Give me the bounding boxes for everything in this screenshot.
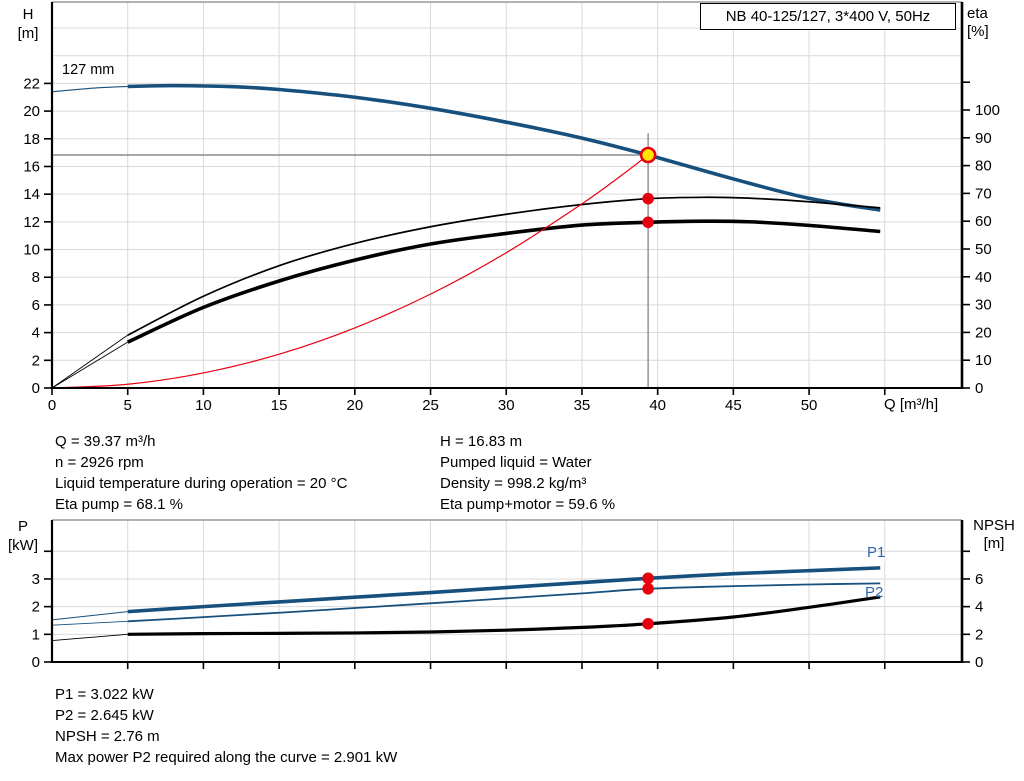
duty-eta-pump-text: Eta pump = 68.1 % — [55, 496, 183, 513]
npsh-axis-label: NPSH [m] — [964, 517, 1024, 553]
tick-label: 70 — [975, 185, 992, 202]
q-axis-label: Q [m³/h] — [884, 396, 939, 413]
tick-label: 2 — [975, 626, 983, 643]
p-axis-label-line1: P — [17, 518, 28, 535]
tick-label: 12 — [23, 214, 40, 231]
p-axis-label: P [kW] — [0, 517, 46, 555]
tick-label: 30 — [975, 297, 992, 314]
curve-system-curve — [51, 154, 649, 389]
tick-label: 35 — [574, 397, 591, 414]
tick-label: 15 — [271, 397, 288, 414]
curve-eta-pump-motor-lead — [51, 341, 128, 389]
curve-head-127mm — [127, 83, 881, 212]
p1-point — [642, 572, 654, 585]
npsh-axis-label-line2: [m] — [983, 535, 1005, 552]
tick-label: 25 — [422, 397, 439, 414]
p1-value-text: P1 = 3.022 kW — [55, 686, 154, 703]
duty-point — [639, 146, 657, 164]
tick-label: 0 — [32, 654, 40, 671]
power-info-block: P1 = 3.022 kW P2 = 2.645 kW NPSH = 2.76 … — [55, 684, 397, 768]
h-axis-label-line2: [m] — [17, 25, 39, 42]
tick-label: 40 — [649, 397, 666, 414]
tick-label: 5 — [124, 397, 132, 414]
tick-label: 0 — [48, 397, 56, 414]
tick-label: 1 — [32, 626, 40, 643]
duty-flow-text: Q = 39.37 m³/h — [55, 433, 156, 450]
tick-label: 0 — [975, 380, 983, 397]
npsh-point — [642, 618, 654, 630]
eta-pump-motor-point — [642, 216, 654, 229]
duty-liquid-text: Pumped liquid = Water — [440, 454, 592, 471]
p2-curve-label: P2 — [865, 584, 884, 601]
tick-label: 4 — [32, 325, 40, 342]
tick-label: 10 — [195, 397, 212, 414]
tick-label: 50 — [801, 397, 818, 414]
curve-npsh — [127, 595, 881, 636]
tick-label: 0 — [32, 380, 40, 397]
duty-info-left: Q = 39.37 m³/h n = 2926 rpm Liquid tempe… — [55, 431, 347, 515]
p-axis-label-line2: [kW] — [8, 537, 38, 554]
npsh-value-text: NPSH = 2.76 m — [55, 728, 160, 745]
tick-label: 20 — [975, 324, 992, 341]
npsh-axis-label-line1: NPSH — [973, 517, 1015, 534]
tick-label: 8 — [32, 269, 40, 286]
curve-head-127mm-lead — [51, 85, 128, 93]
tick-label: 2 — [32, 599, 40, 616]
tick-label: 45 — [725, 397, 742, 414]
curve-p1-lead — [51, 611, 128, 621]
tick-label: 20 — [346, 397, 363, 414]
tick-label: 30 — [498, 397, 515, 414]
curve-eta-pump-lead — [51, 334, 128, 389]
tick-label: 90 — [975, 130, 992, 147]
max-power-text: Max power P2 required along the curve = … — [55, 749, 398, 766]
h-axis-label-line1: H — [22, 6, 34, 23]
eta-pump-point — [642, 192, 654, 205]
tick-label: 80 — [975, 158, 992, 175]
curve-eta-pump — [127, 196, 881, 336]
curve-npsh-lead — [51, 633, 128, 641]
tick-label: 10 — [975, 352, 992, 369]
curve-eta-pump-motor — [126, 219, 881, 344]
tick-label: 40 — [975, 269, 992, 286]
pump-model-title-box: NB 40-125/127, 3*400 V, 50Hz — [700, 3, 956, 30]
duty-density-text: Density = 998.2 kg/m³ — [440, 475, 587, 492]
eta-axis-label-line2: [%] — [967, 23, 989, 40]
duty-info-right: H = 16.83 m Pumped liquid = Water Densit… — [440, 431, 615, 515]
h-axis-label: H [m] — [6, 5, 50, 43]
p2-point — [642, 582, 654, 595]
tick-label: 4 — [975, 599, 983, 616]
duty-speed-text: n = 2926 rpm — [55, 454, 144, 471]
duty-eta-pump-motor-text: Eta pump+motor = 59.6 % — [440, 496, 616, 513]
tick-label: 0 — [975, 654, 983, 671]
curve-p1 — [127, 566, 881, 614]
tick-label: 60 — [975, 213, 992, 230]
tick-label: 6 — [32, 297, 40, 314]
duty-temperature-text: Liquid temperature during operation = 20… — [55, 475, 348, 492]
impeller-size-label: 127 mm — [62, 62, 115, 78]
duty-head-text: H = 16.83 m — [440, 433, 523, 450]
tick-label: 100 — [975, 102, 1000, 119]
tick-label: 50 — [975, 241, 992, 258]
tick-label: 6 — [975, 571, 983, 588]
tick-label: 22 — [23, 75, 40, 92]
tick-label: 20 — [23, 103, 40, 120]
tick-label: 10 — [23, 242, 40, 259]
tick-label: 3 — [32, 571, 40, 588]
p1-curve-label: P1 — [867, 544, 886, 561]
curve-p2 — [127, 582, 881, 623]
tick-label: 16 — [23, 158, 40, 175]
eta-axis-label-line1: eta — [967, 5, 988, 22]
eta-axis-label: eta [%] — [967, 5, 989, 41]
p2-value-text: P2 = 2.645 kW — [55, 707, 154, 724]
curve-p2-lead — [51, 620, 128, 626]
tick-label: 2 — [32, 352, 40, 369]
tick-label: 18 — [23, 131, 40, 148]
tick-label: 14 — [23, 186, 40, 203]
